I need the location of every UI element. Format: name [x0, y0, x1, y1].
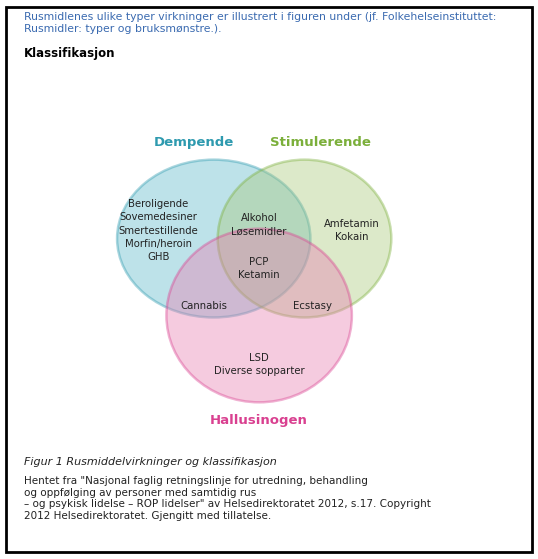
Text: Stimulerende: Stimulerende — [270, 136, 371, 149]
Text: LSD
Diverse sopparter: LSD Diverse sopparter — [214, 353, 305, 376]
FancyBboxPatch shape — [6, 7, 532, 552]
Ellipse shape — [218, 160, 391, 318]
Text: Alkohol
Løsemidler: Alkohol Løsemidler — [231, 213, 287, 236]
Text: Hentet fra "Nasjonal faglig retningslinje for utredning, behandling
og oppfølgin: Hentet fra "Nasjonal faglig retningslinj… — [24, 476, 431, 521]
Text: Amfetamin
Kokain: Amfetamin Kokain — [324, 219, 380, 242]
Ellipse shape — [117, 160, 310, 318]
Text: Hallusinogen: Hallusinogen — [210, 414, 308, 427]
Text: Dempende: Dempende — [154, 136, 234, 149]
Text: Klassifikasjon: Klassifikasjon — [24, 47, 116, 60]
Text: Figur 1 Rusmiddelvirkninger og klassifikasjon: Figur 1 Rusmiddelvirkninger og klassifik… — [24, 457, 277, 467]
Text: Cannabis: Cannabis — [180, 301, 228, 311]
Ellipse shape — [166, 229, 352, 402]
Text: Beroligende
Sovemedesiner
Smertestillende
Morfin/heroin
GHB: Beroligende Sovemedesiner Smertestillend… — [119, 199, 199, 262]
Text: Rusmidlenes ulike typer virkninger er illustrert i figuren under (jf. Folkehelse: Rusmidlenes ulike typer virkninger er il… — [24, 12, 497, 34]
Text: Ecstasy: Ecstasy — [293, 301, 332, 311]
Text: PCP
Ketamin: PCP Ketamin — [238, 257, 280, 280]
